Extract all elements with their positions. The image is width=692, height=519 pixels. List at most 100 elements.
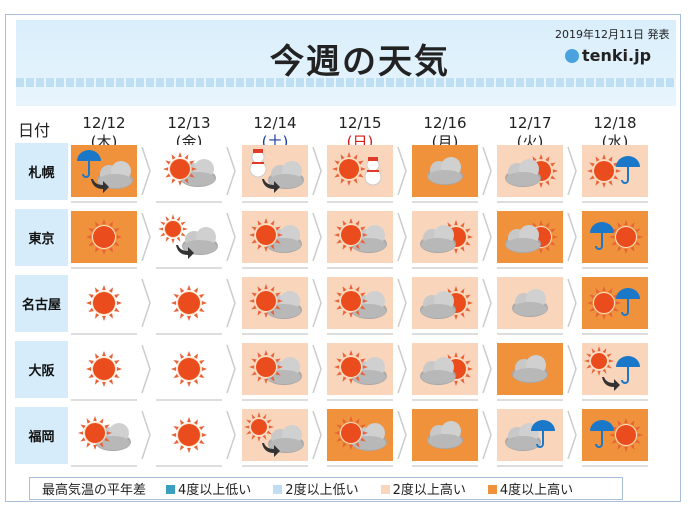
forecast-cell[interactable] [497,343,563,395]
divider [71,465,137,467]
divider [582,333,648,335]
forecast-cell[interactable] [156,277,222,329]
snowman-icon [364,157,382,186]
arrow-icon [602,377,620,391]
day-date: 12/18 [593,114,637,132]
chevron-right-icon [312,277,322,329]
cloud-icon [268,161,304,189]
forecast-cell[interactable] [71,211,137,263]
forecast-cell[interactable] [242,145,308,197]
divider [497,267,563,269]
cloud-icon [427,157,463,185]
forecast-cell[interactable] [71,409,137,461]
chevron-right-icon [567,343,577,395]
forecast-cell[interactable] [242,277,308,329]
page-title: 今週の天気 [270,42,450,82]
divider [497,201,563,203]
logo-icon [565,49,579,63]
sun-icon [334,416,368,450]
chevron-right-icon [397,343,407,395]
forecast-cell[interactable] [242,409,308,461]
legend-label: 2度以上低い [285,483,359,498]
forecast-cell[interactable] [327,211,393,263]
sun-icon [158,214,188,244]
divider [327,201,393,203]
forecast-cell[interactable] [71,343,137,395]
forecast-frame [5,14,681,502]
forecast-cell[interactable] [497,409,563,461]
forecast-cell[interactable] [156,343,222,395]
forecast-cell[interactable] [582,211,648,263]
forecast-cell[interactable] [71,277,137,329]
forecast-cell[interactable] [412,343,478,395]
divider [497,333,563,335]
divider [242,267,308,269]
forecast-cell[interactable] [497,277,563,329]
tenki-logo[interactable]: tenki.jp [565,46,651,65]
forecast-cell[interactable] [582,409,648,461]
divider [71,333,137,335]
city-label: 福岡 [15,407,68,464]
forecast-cell[interactable] [156,211,222,263]
forecast-cell[interactable] [582,343,648,395]
sun-icon [244,412,274,442]
sun-icon [332,152,366,186]
forecast-cell[interactable] [71,145,137,197]
divider [156,333,222,335]
sun-icon [78,416,112,450]
day-date: 12/15 [338,114,382,132]
city-label: 名古屋 [15,275,68,332]
chevron-right-icon [397,211,407,263]
legend-item: 2度以上高い [380,479,466,498]
forecast-cell[interactable] [497,145,563,197]
divider [327,399,393,401]
forecast-cell[interactable] [242,211,308,263]
forecast-cell[interactable] [412,277,478,329]
sun-icon [334,218,368,252]
cloud-icon [505,423,541,451]
cloud-icon [505,225,541,253]
forecast-cell[interactable] [412,145,478,197]
forecast-cell[interactable] [582,145,648,197]
chevron-right-icon [312,343,322,395]
issued-date: 2019年12月11日 発表 [555,28,670,41]
divider [71,399,137,401]
day-date: 12/14 [253,114,297,132]
chevron-right-icon [312,145,322,197]
cloud-icon [182,227,218,255]
chevron-right-icon [567,277,577,329]
forecast-cell[interactable] [327,145,393,197]
forecast-cell[interactable] [412,409,478,461]
forecast-cell[interactable] [156,145,222,197]
forecast-cell[interactable] [497,211,563,263]
umbrella-icon [77,150,101,178]
chevron-right-icon [226,409,236,461]
umbrella-icon [616,156,640,184]
divider [497,399,563,401]
divider [71,201,137,203]
chevron-right-icon [312,409,322,461]
forecast-cell[interactable] [327,409,393,461]
forecast-cell[interactable] [242,343,308,395]
forecast-cell[interactable] [327,343,393,395]
arrow-icon [262,179,280,193]
forecast-cell[interactable] [327,277,393,329]
sun-icon [249,350,283,384]
arrow-icon [91,179,109,193]
cloud-icon [420,225,456,253]
sun-icon [587,154,621,188]
divider [156,399,222,401]
forecast-cell[interactable] [412,211,478,263]
umbrella-icon [590,420,614,448]
arrow-icon [176,245,194,259]
cloud-icon [427,421,463,449]
city-label: 大阪 [15,341,68,398]
chevron-right-icon [226,145,236,197]
forecast-cell[interactable] [582,277,648,329]
chevron-right-icon [141,409,151,461]
chevron-right-icon [312,211,322,263]
forecast-cell[interactable] [156,409,222,461]
divider [327,267,393,269]
divider [242,201,308,203]
sun-icon [584,346,614,376]
